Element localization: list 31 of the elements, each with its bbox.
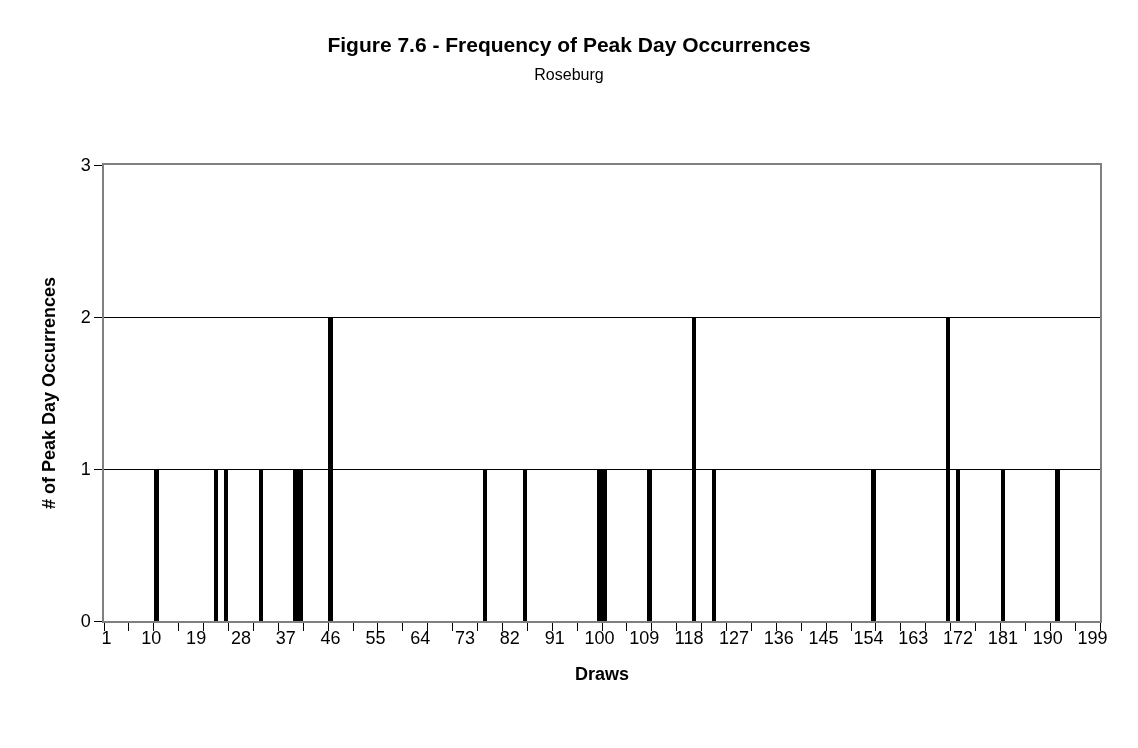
x-tick-label: 199: [1077, 628, 1108, 649]
y-tick-label: 2: [80, 307, 91, 328]
x-tick-label: 19: [186, 628, 207, 649]
x-tick-label: 190: [1032, 628, 1063, 649]
x-tick-label: 37: [275, 628, 296, 649]
x-tick-label: 109: [629, 628, 660, 649]
x-tick-label: 154: [853, 628, 884, 649]
chart-title: Figure 7.6 - Frequency of Peak Day Occurrences: [327, 33, 811, 57]
x-tick-label: 82: [499, 628, 520, 649]
y-tick-label: 3: [80, 155, 91, 176]
y-axis-title: # of Peak Day Occurrences: [39, 276, 60, 510]
x-tick-label: 145: [808, 628, 839, 649]
x-tick-label: 172: [943, 628, 974, 649]
x-axis-title: Draws: [574, 663, 630, 684]
y-tick-label: 0: [80, 611, 91, 632]
x-tick-label: 10: [141, 628, 162, 649]
x-tick-label: 127: [718, 628, 749, 649]
y-tick-label: 1: [80, 459, 91, 480]
x-tick-label: 118: [674, 628, 704, 649]
x-tick-label: 136: [763, 628, 794, 649]
x-tick-label: 64: [410, 628, 431, 649]
x-tick-label: 1: [101, 628, 112, 649]
x-tick-label: 73: [455, 628, 476, 649]
x-tick-label: 55: [365, 628, 386, 649]
x-tick-label: 100: [584, 628, 615, 649]
x-tick-label: 181: [987, 628, 1018, 649]
x-tick-label: 91: [544, 628, 565, 649]
x-tick-label: 163: [898, 628, 929, 649]
x-tick-label: 46: [320, 628, 341, 649]
x-tick-label: 28: [230, 628, 251, 649]
chart-subtitle: Roseburg: [534, 65, 604, 83]
